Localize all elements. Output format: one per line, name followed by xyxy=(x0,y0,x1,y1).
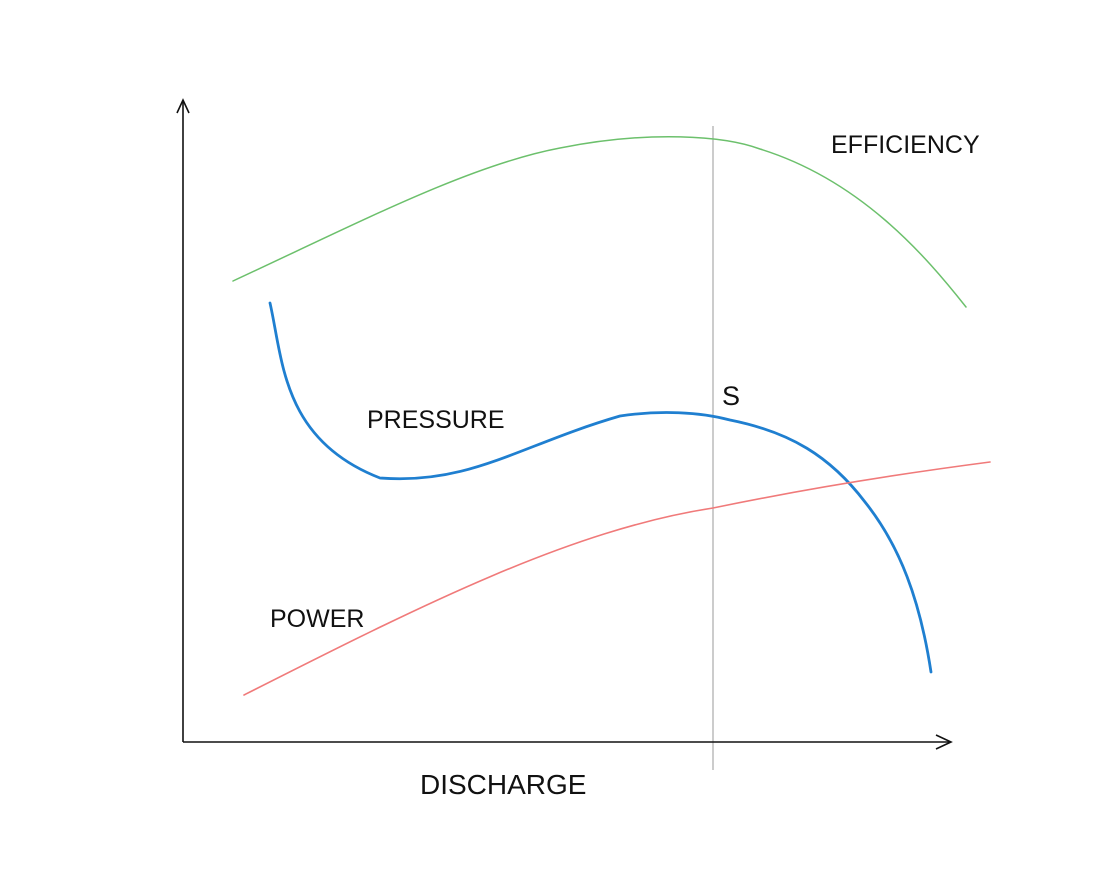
efficiency-curve xyxy=(232,136,967,308)
power-curve xyxy=(243,461,991,696)
operating-point-label: S xyxy=(722,381,740,411)
power-label: POWER xyxy=(270,605,364,633)
axes xyxy=(176,98,953,750)
pressure-label: PRESSURE xyxy=(367,406,505,434)
x-axis-label: DISCHARGE xyxy=(420,769,586,800)
x-axis-arrow xyxy=(935,734,953,750)
efficiency-label: EFFICIENCY xyxy=(831,131,980,159)
y-axis-arrow xyxy=(176,98,190,114)
pressure-curve xyxy=(268,301,933,674)
